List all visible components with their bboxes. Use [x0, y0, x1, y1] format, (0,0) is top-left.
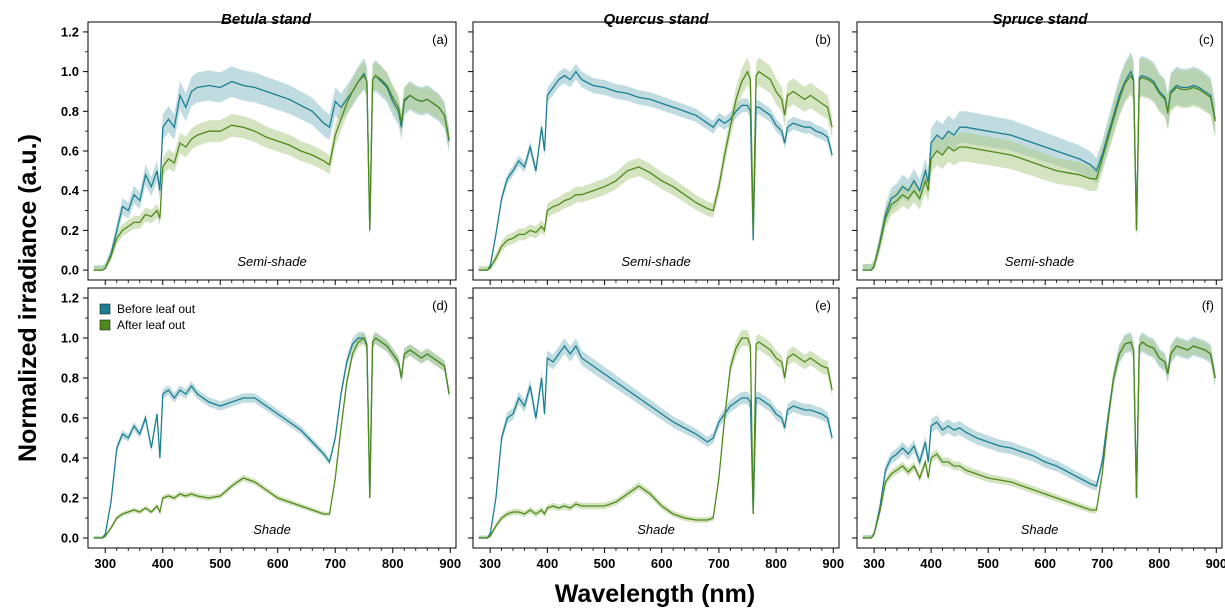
- x-axis-title: Wavelength (nm): [555, 580, 755, 608]
- column-title-betula: Betula stand: [221, 11, 312, 28]
- x-tick-label: 700: [1091, 556, 1113, 571]
- y-tick-label: 0.4: [61, 451, 80, 466]
- x-tick-label: 500: [977, 556, 999, 571]
- legend-swatch-after: [99, 319, 111, 331]
- band-after: [93, 61, 450, 271]
- panel-f: 300 400 500 600 700 800 900 (f) Shade: [852, 287, 1225, 571]
- panel-d: 0.0 0.2 0.4 0.6 0.8 1.0 1.2 300 400 500 600 700 800 9…: [61, 287, 461, 571]
- series-line-before: [93, 72, 450, 271]
- legend: Before leaf out After leaf out: [99, 302, 196, 332]
- x-tick-label: 900: [1205, 556, 1225, 571]
- x-tick-label: 900: [439, 556, 461, 571]
- panel-b: (b) Semi-shade: [468, 21, 840, 285]
- condition-label: Semi-shade: [1005, 254, 1074, 269]
- condition-label: Shade: [1021, 522, 1059, 537]
- series-line-after: [93, 74, 450, 271]
- x-tick-label: 600: [651, 556, 673, 571]
- condition-label: Semi-shade: [237, 254, 306, 269]
- panel-letter: (f): [1202, 298, 1214, 313]
- y-axis-title: Normalized irradiance (a.u.): [14, 134, 42, 462]
- y-tick-label: 1.0: [61, 331, 79, 346]
- panel-frame: [87, 21, 457, 281]
- x-tick-label: 600: [267, 556, 289, 571]
- panel-e: 300 400 500 600 700 800 900 (e) Shade: [468, 287, 844, 571]
- panel-letter: (e): [815, 298, 831, 313]
- series-line-after: [862, 341, 1216, 539]
- band-after: [478, 57, 833, 271]
- x-tick-label: 700: [708, 556, 730, 571]
- column-title-quercus: Quercus stand: [603, 11, 709, 28]
- x-tick-label: 400: [920, 556, 942, 571]
- y-tick-label: 1.2: [61, 24, 79, 39]
- series-line-before: [478, 344, 833, 539]
- band-after: [862, 334, 1216, 538]
- x-tick-label: 500: [209, 556, 231, 571]
- panel-letter: (c): [1199, 32, 1214, 47]
- band-after: [862, 56, 1216, 271]
- x-tick-label: 400: [536, 556, 558, 571]
- condition-label: Semi-shade: [621, 254, 690, 269]
- x-tick-label: 700: [324, 556, 346, 571]
- series-line-before: [862, 341, 1216, 539]
- x-tick-label: 600: [1034, 556, 1056, 571]
- y-tick-label: 0.0: [61, 263, 79, 278]
- x-tick-label: 500: [594, 556, 616, 571]
- x-tick-label: 800: [1148, 556, 1170, 571]
- band-before: [93, 57, 450, 271]
- x-tick-label: 300: [863, 556, 885, 571]
- column-title-spruce: Spruce stand: [992, 11, 1088, 28]
- y-tick-label: 0.2: [61, 491, 79, 506]
- x-tick-label: 900: [822, 556, 844, 571]
- y-tick-label: 1.2: [61, 291, 79, 306]
- panel-frame: [856, 287, 1223, 549]
- series-line-before: [478, 70, 833, 271]
- panel-a: 0.0 0.2 0.4 0.6 0.8 1.0 1.2 (a) Semi-shade: [61, 21, 457, 285]
- panels: 0.0 0.2 0.4 0.6 0.8 1.0 1.2 (a) Semi-shade (b) Sem…: [61, 21, 1225, 571]
- series-line-after: [862, 74, 1216, 271]
- y-tick-label: 0.0: [61, 531, 79, 546]
- y-tick-label: 0.8: [61, 104, 79, 119]
- y-tick-label: 0.2: [61, 223, 79, 238]
- band-after: [478, 330, 833, 538]
- x-tick-label: 800: [765, 556, 787, 571]
- series-line-after: [478, 70, 833, 271]
- condition-label: Shade: [253, 522, 291, 537]
- legend-swatch-before: [99, 303, 111, 315]
- panel-letter: (b): [815, 32, 831, 47]
- y-tick-label: 0.4: [61, 183, 80, 198]
- x-tick-label: 400: [152, 556, 174, 571]
- y-tick-label: 1.0: [61, 64, 79, 79]
- band-after: [93, 332, 450, 538]
- y-tick-label: 0.6: [61, 411, 79, 426]
- panel-letter: (d): [432, 298, 448, 313]
- panel-letter: (a): [432, 32, 448, 47]
- x-tick-label: 300: [94, 556, 116, 571]
- series-line-after: [93, 336, 450, 539]
- panel-c: (c) Semi-shade: [852, 21, 1223, 285]
- y-tick-label: 0.8: [61, 371, 79, 386]
- legend-label-after: After leaf out: [117, 318, 186, 332]
- x-tick-label: 300: [479, 556, 501, 571]
- x-tick-label: 800: [382, 556, 404, 571]
- condition-label: Shade: [637, 522, 675, 537]
- series-line-after: [478, 337, 833, 539]
- legend-label-before: Before leaf out: [117, 302, 196, 316]
- band-before: [478, 63, 833, 271]
- y-tick-label: 0.6: [61, 144, 79, 159]
